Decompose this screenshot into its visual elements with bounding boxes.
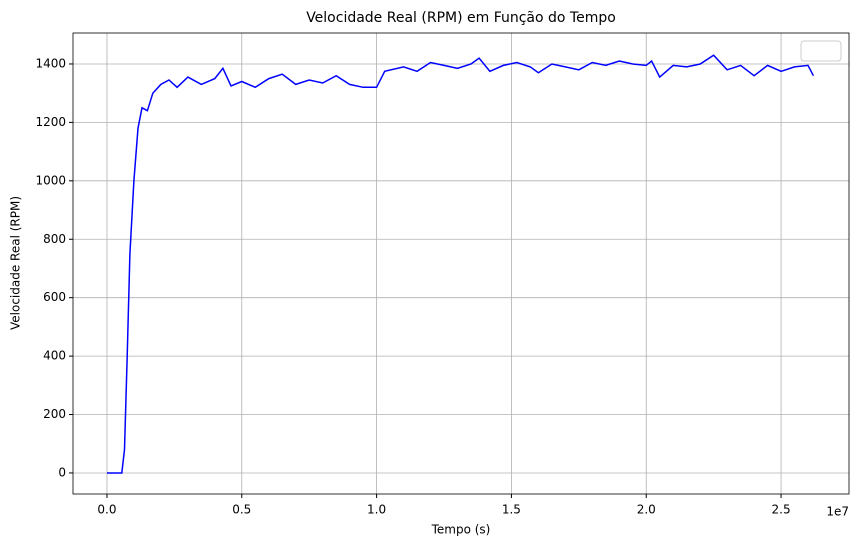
- y-tick-label: 1000: [35, 173, 66, 187]
- y-tick-label: 800: [43, 232, 66, 246]
- x-tick-label: 2.0: [637, 503, 656, 517]
- x-tick-label: 0.0: [97, 503, 116, 517]
- y-tick-label: 600: [43, 290, 66, 304]
- x-tick-label: 0.5: [232, 503, 251, 517]
- x-offset-label: 1e7: [826, 505, 849, 519]
- line-series: [107, 54, 815, 474]
- y-tick-label: 1200: [35, 115, 66, 129]
- y-axis-label: Velocidade Real (RPM): [9, 196, 23, 330]
- y-tick-label: 400: [43, 349, 66, 363]
- y-tick-label: 0: [58, 465, 66, 479]
- x-axis-label: Tempo (s): [431, 523, 491, 537]
- y-tick-label: 1400: [35, 56, 66, 70]
- x-tick-label: 1.5: [502, 503, 521, 517]
- x-tick-label: 1.0: [367, 503, 386, 517]
- chart-title: Velocidade Real (RPM) em Função do Tempo: [306, 10, 616, 26]
- legend: [800, 40, 842, 62]
- plot-frame: [72, 32, 850, 495]
- x-tick-label: 2.5: [772, 503, 791, 517]
- y-tick-label: 200: [43, 407, 66, 421]
